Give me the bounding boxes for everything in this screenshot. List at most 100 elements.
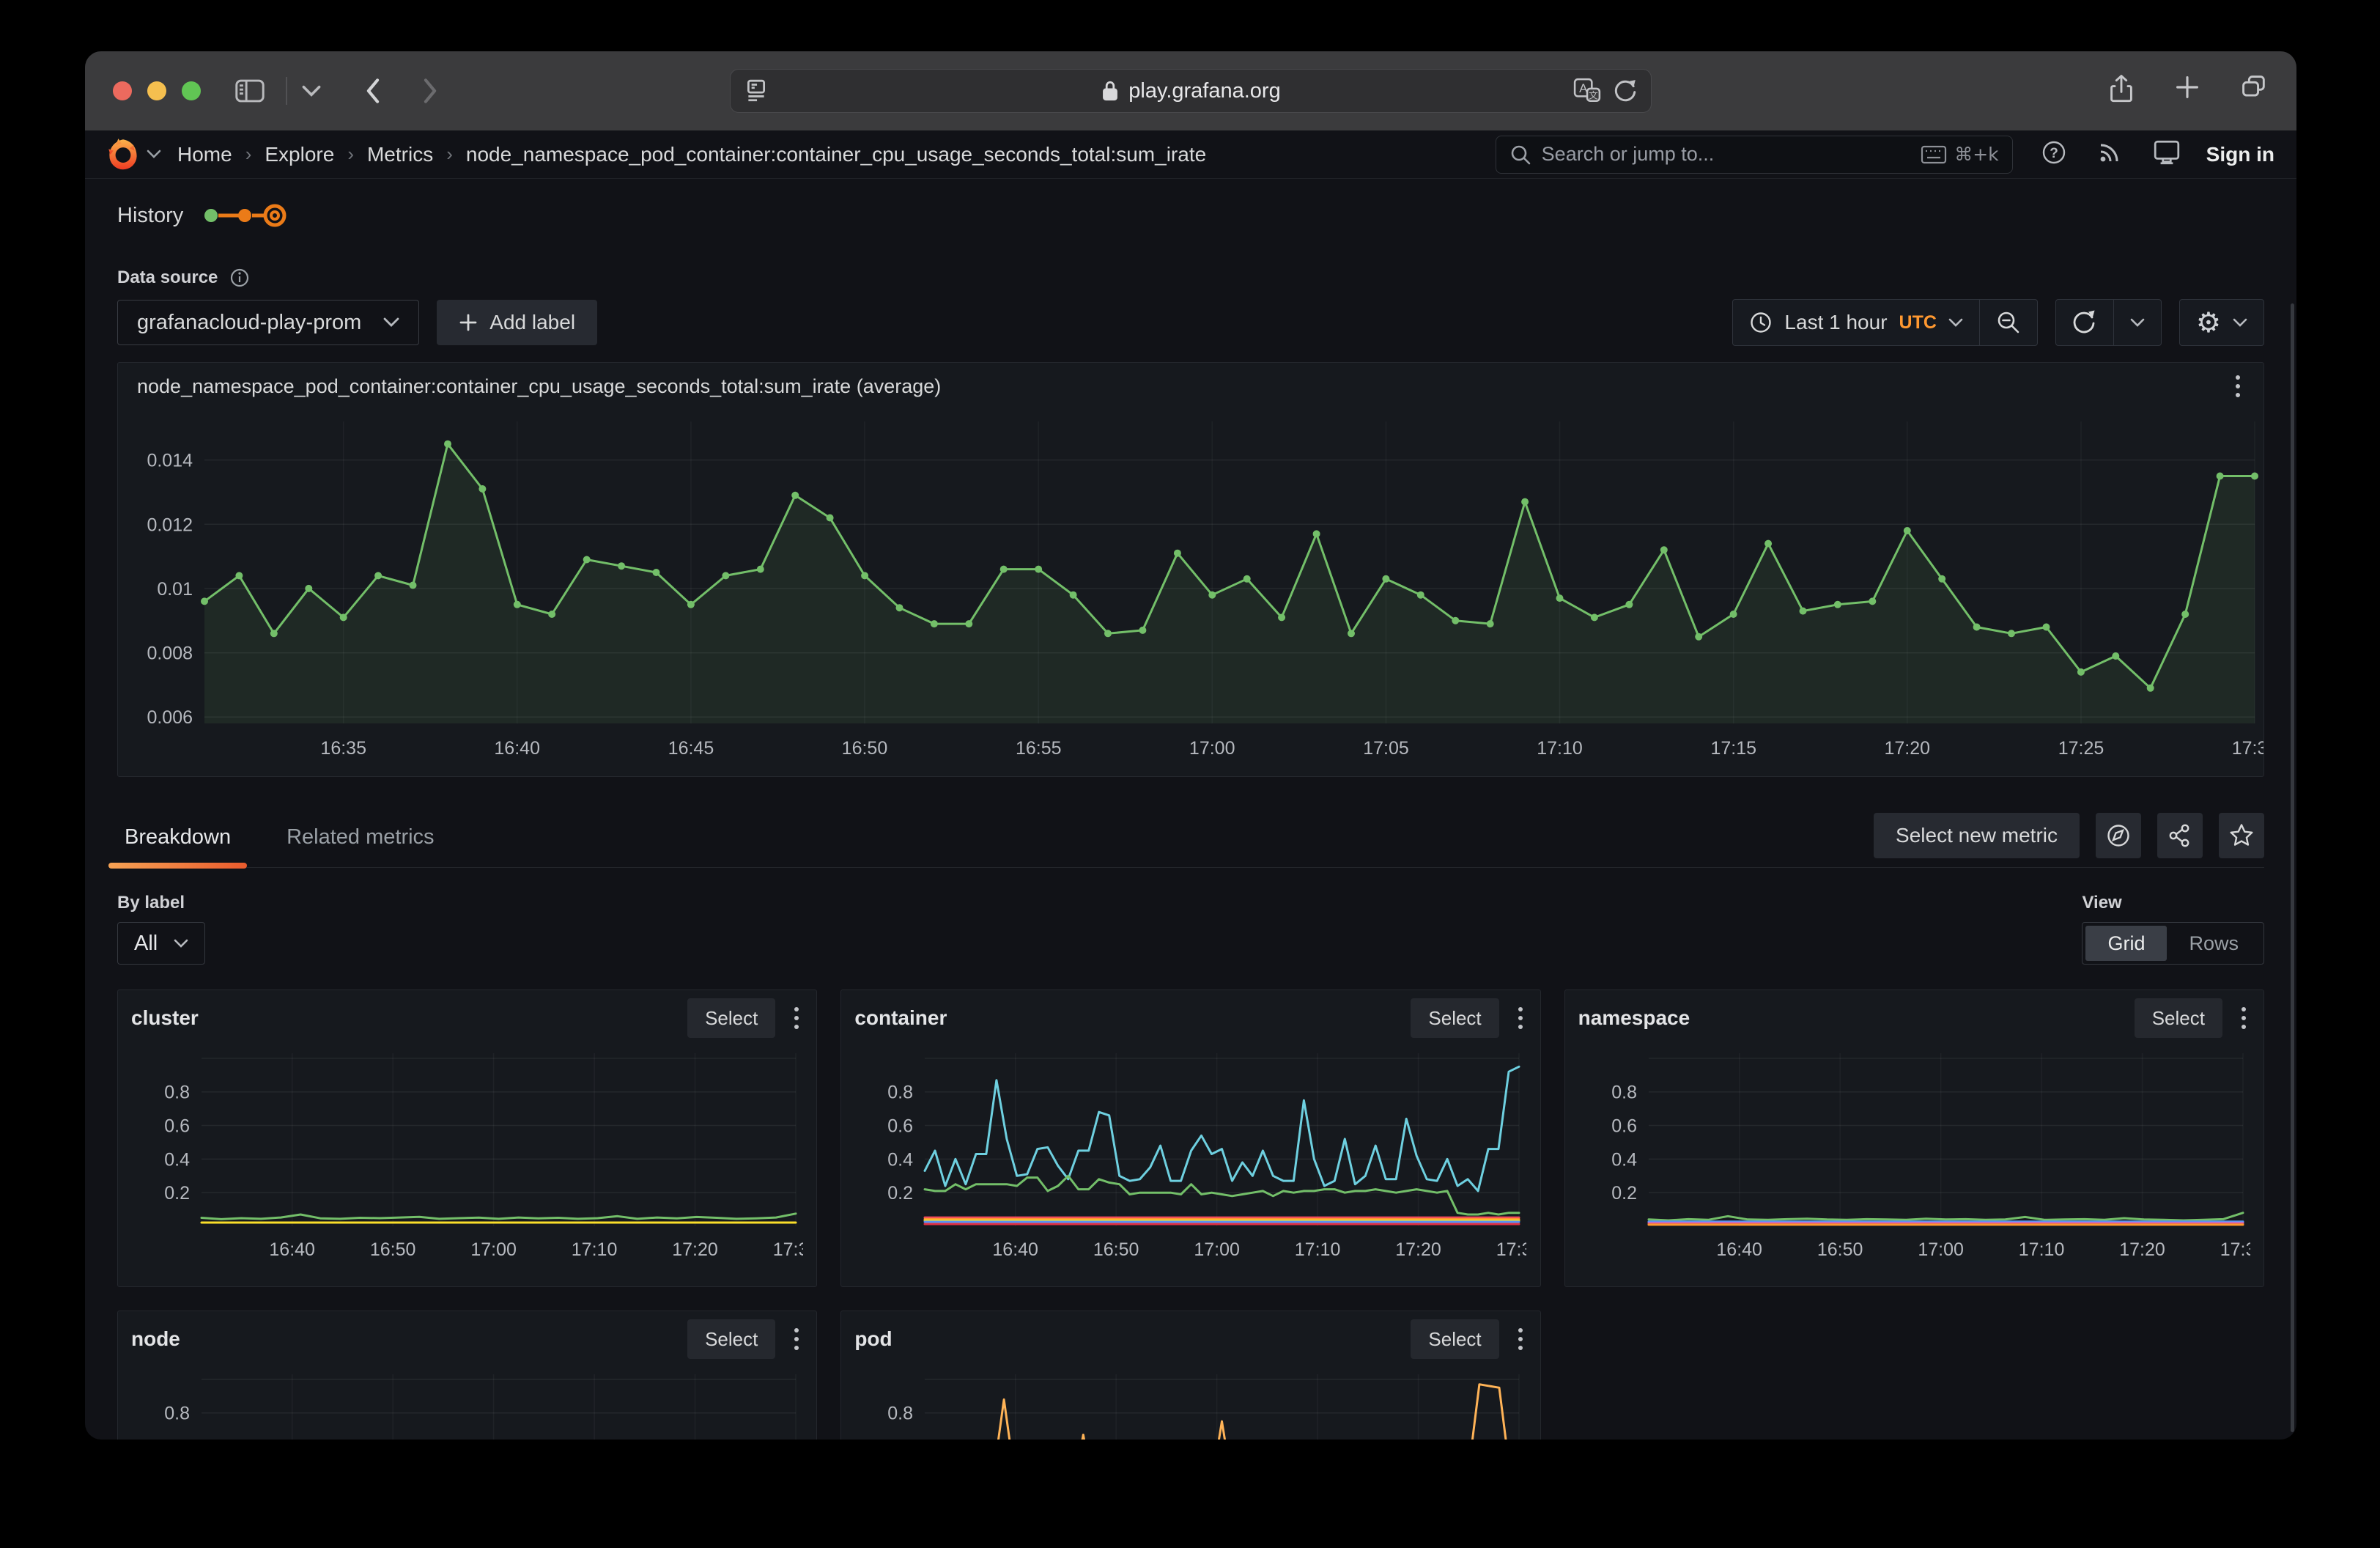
cluster-chart[interactable]: 16:4016:5017:0017:1017:2017:300.20.40.60… <box>131 1046 803 1267</box>
add-label-button[interactable]: Add label <box>437 300 597 345</box>
refresh-button[interactable] <box>2056 300 2113 345</box>
display-icon[interactable] <box>2152 139 2181 170</box>
svg-text:0.6: 0.6 <box>888 1116 914 1137</box>
search-input[interactable]: Search or jump to... ⌘+k <box>1496 136 2013 174</box>
tab-breakdown[interactable]: Breakdown <box>117 825 238 867</box>
select-new-metric-button[interactable]: Select new metric <box>1874 813 2080 858</box>
panel-title: cluster <box>131 1006 199 1030</box>
panel-menu-icon[interactable] <box>2237 1003 2250 1033</box>
label-panel-node: node Select 16:4016:5017:0017:1017:2017:… <box>117 1311 817 1440</box>
svg-text:16:50: 16:50 <box>1093 1239 1139 1260</box>
select-label-button[interactable]: Select <box>1411 1319 1498 1359</box>
svg-text:0.2: 0.2 <box>888 1183 914 1204</box>
view-toggle: Grid Rows <box>2082 922 2264 965</box>
view-option-grid[interactable]: Grid <box>2085 926 2167 961</box>
gear-icon: ⚙ <box>2196 309 2221 336</box>
panel-menu-icon[interactable] <box>790 1003 803 1033</box>
panel-menu-icon[interactable] <box>1514 1324 1527 1354</box>
data-source-value: grafanacloud-play-prom <box>137 311 361 335</box>
back-button[interactable] <box>362 75 384 107</box>
svg-text:17:05: 17:05 <box>1363 738 1409 759</box>
search-placeholder: Search or jump to... <box>1542 143 1715 166</box>
share-icon[interactable] <box>2107 73 2135 109</box>
view-option-rows[interactable]: Rows <box>2167 926 2261 961</box>
tabs-overview-icon[interactable] <box>2239 73 2269 109</box>
select-label-button[interactable]: Select <box>2135 998 2222 1038</box>
chevron-down-icon[interactable] <box>302 85 321 97</box>
select-label-button[interactable]: Select <box>687 998 775 1038</box>
breakdown-grid: cluster Select 16:4016:5017:0017:1017:20… <box>117 989 2264 1440</box>
maximize-window-button[interactable] <box>182 81 201 100</box>
keyboard-icon <box>1921 145 1947 164</box>
share-alt-icon <box>2167 822 2193 849</box>
svg-text:17:20: 17:20 <box>2119 1239 2165 1260</box>
container-chart[interactable]: 16:4016:5017:0017:1017:2017:300.20.40.60… <box>854 1046 1526 1267</box>
settings-button[interactable]: ⚙ <box>2180 300 2263 345</box>
browser-window: play.grafana.org A文 <box>85 51 2296 1440</box>
minimize-window-button[interactable] <box>147 81 166 100</box>
forward-button[interactable] <box>419 75 441 107</box>
share-panel-button[interactable] <box>2157 813 2203 858</box>
label-panel-cluster: cluster Select 16:4016:5017:0017:1017:20… <box>117 989 817 1287</box>
breadcrumb-separator: › <box>245 143 252 166</box>
svg-text:0.006: 0.006 <box>147 707 193 728</box>
settings-group: ⚙ <box>2179 299 2264 346</box>
svg-text:17:00: 17:00 <box>1918 1239 1964 1260</box>
help-icon[interactable]: ? <box>2041 139 2067 169</box>
page-scrollbar[interactable] <box>2291 303 2294 1432</box>
svg-text:17:00: 17:00 <box>1194 1239 1241 1260</box>
time-range-button[interactable]: Last 1 hour UTC <box>1733 300 1979 345</box>
svg-text:0.6: 0.6 <box>888 1437 914 1440</box>
svg-text:16:50: 16:50 <box>1817 1239 1863 1260</box>
svg-text:0.8: 0.8 <box>888 1404 914 1424</box>
panel-title: node <box>131 1327 180 1351</box>
explore-button[interactable] <box>2096 813 2141 858</box>
breadcrumb-home[interactable]: Home <box>177 143 232 166</box>
history-label[interactable]: History <box>117 204 183 228</box>
star-button[interactable] <box>2219 813 2264 858</box>
panel-menu-icon[interactable] <box>790 1324 803 1354</box>
by-label-select[interactable]: All <box>117 922 205 965</box>
svg-text:16:50: 16:50 <box>842 738 888 759</box>
address-bar[interactable]: play.grafana.org A文 <box>730 69 1652 113</box>
breadcrumb-metrics[interactable]: Metrics <box>367 143 433 166</box>
data-source-select[interactable]: grafanacloud-play-prom <box>117 300 419 345</box>
select-label-button[interactable]: Select <box>1411 998 1498 1038</box>
svg-text:16:45: 16:45 <box>668 738 714 759</box>
grafana-logo[interactable] <box>107 138 139 172</box>
close-window-button[interactable] <box>113 81 132 100</box>
metric-line-chart[interactable]: 16:3516:4016:4516:5016:5517:0017:0517:10… <box>118 410 2263 766</box>
svg-text:0.008: 0.008 <box>147 644 193 664</box>
sign-in-button[interactable]: Sign in <box>2206 143 2274 166</box>
zoom-out-button[interactable] <box>1979 300 2037 345</box>
metric-graph-panel: node_namespace_pod_container:container_c… <box>117 362 2264 777</box>
org-switcher-chevron-icon[interactable] <box>147 150 161 159</box>
svg-text:17:25: 17:25 <box>2058 738 2104 759</box>
window-controls <box>113 81 201 100</box>
node-chart[interactable]: 16:4016:5017:0017:1017:2017:300.20.40.60… <box>131 1367 803 1440</box>
url-text: play.grafana.org <box>1128 79 1280 103</box>
news-rss-icon[interactable] <box>2096 139 2123 169</box>
svg-text:17:30: 17:30 <box>773 1239 803 1260</box>
svg-text:16:40: 16:40 <box>269 1239 315 1260</box>
panel-menu-icon[interactable] <box>2231 371 2244 402</box>
chevron-down-icon <box>1948 318 1963 328</box>
browser-chrome: play.grafana.org A文 <box>85 51 2296 130</box>
namespace-chart[interactable]: 16:4016:5017:0017:1017:2017:300.20.40.60… <box>1578 1046 2250 1267</box>
history-steps-icon[interactable] <box>202 201 287 230</box>
refresh-interval-dropdown[interactable] <box>2113 300 2161 345</box>
refresh-icon <box>2072 310 2097 335</box>
info-icon[interactable] <box>229 268 250 288</box>
chevron-down-icon <box>2130 318 2145 328</box>
panel-menu-icon[interactable] <box>1514 1003 1527 1033</box>
tab-related-metrics[interactable]: Related metrics <box>279 825 441 867</box>
svg-text:16:40: 16:40 <box>993 1239 1039 1260</box>
pod-chart[interactable]: 16:4016:5017:0017:1017:2017:300.20.40.60… <box>854 1367 1526 1440</box>
svg-text:0.2: 0.2 <box>1611 1183 1637 1204</box>
svg-text:0.8: 0.8 <box>164 1404 190 1424</box>
svg-text:16:40: 16:40 <box>1716 1239 1762 1260</box>
select-label-button[interactable]: Select <box>687 1319 775 1359</box>
new-tab-icon[interactable] <box>2173 73 2201 109</box>
sidebar-toggle-icon[interactable] <box>234 78 265 103</box>
breadcrumb-explore[interactable]: Explore <box>265 143 334 166</box>
